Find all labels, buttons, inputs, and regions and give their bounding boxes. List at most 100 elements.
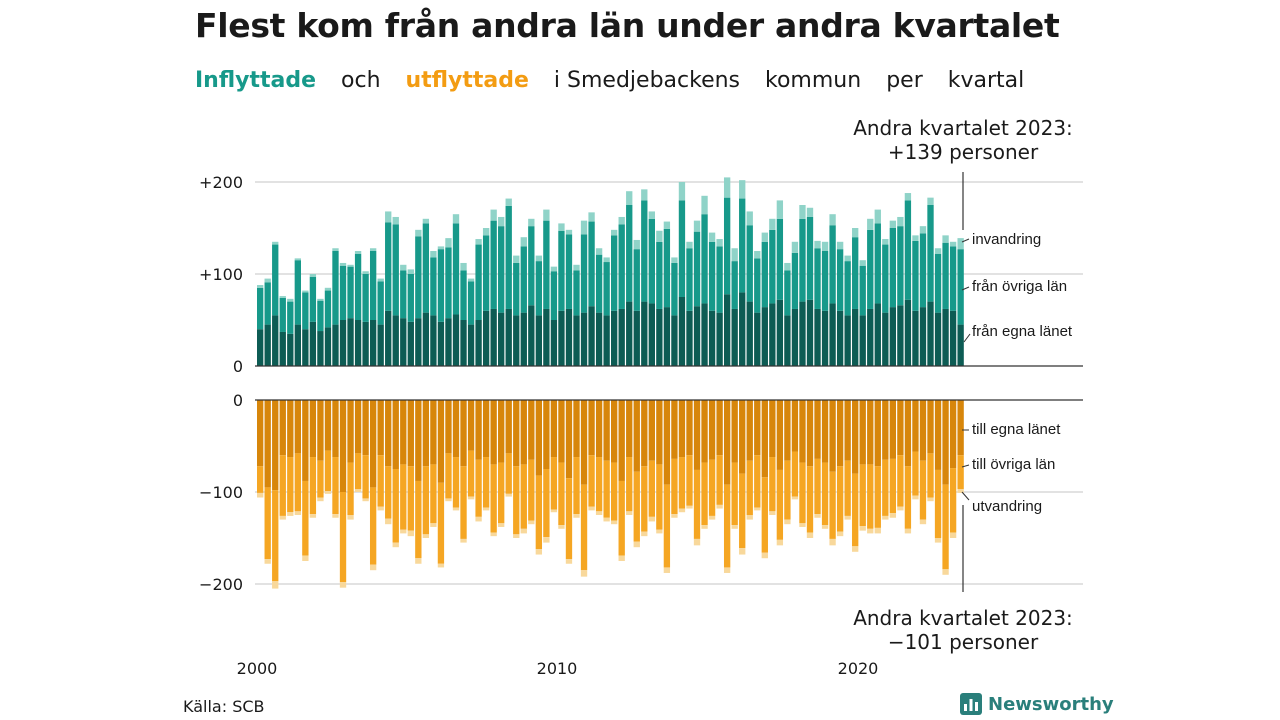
outflow-bar-segment bbox=[535, 400, 543, 476]
inflow-bar-segment bbox=[791, 252, 799, 309]
outflow-bar-segment bbox=[385, 466, 392, 519]
outflow-bar-segment bbox=[573, 457, 580, 515]
outflow-bar-segment bbox=[806, 400, 814, 467]
outflow-bar-segment bbox=[912, 400, 919, 452]
outflow-bar-segment bbox=[693, 400, 701, 470]
brand-name: Newsworthy bbox=[988, 693, 1114, 715]
inflow-bar-segment bbox=[543, 209, 550, 221]
inflow-bar-segment bbox=[272, 241, 279, 245]
outflow-bar-segment bbox=[287, 512, 294, 516]
outflow-bar-segment bbox=[377, 455, 384, 507]
inflow-bar-segment bbox=[475, 244, 482, 320]
outflow-bar-segment bbox=[611, 462, 618, 521]
outflow-bar-segment bbox=[708, 400, 716, 460]
outflow-bar-segment bbox=[309, 514, 317, 518]
outflow-bar-segment bbox=[347, 400, 354, 463]
outflow-bar-segment bbox=[716, 400, 723, 456]
x-tick-label: 2010 bbox=[537, 659, 578, 678]
outflow-bar-segment bbox=[942, 484, 949, 570]
outflow-bar-segment bbox=[678, 400, 686, 458]
outflow-bar-segment bbox=[693, 538, 701, 546]
inflow-bar-segment bbox=[392, 224, 399, 316]
outflow-bar-segment bbox=[641, 531, 648, 537]
inflow-bar-segment bbox=[392, 216, 399, 225]
latest-outflow-note: Andra kvartalet 2023: −101 personer bbox=[840, 606, 1086, 654]
inflow-bar-segment bbox=[377, 278, 384, 282]
outflow-bar-segment bbox=[452, 507, 460, 511]
inflow-bar-segment bbox=[874, 303, 881, 366]
outflow-bar-segment bbox=[746, 515, 753, 520]
y-tick-label: +200 bbox=[199, 173, 243, 192]
outflow-bar-segment bbox=[257, 400, 264, 467]
inflow-bar-segment bbox=[633, 249, 640, 311]
outflow-bar-segment bbox=[324, 491, 332, 494]
inflow-bar-segment bbox=[821, 310, 829, 366]
outflow-bar-segment bbox=[859, 400, 866, 465]
outflow-bar-segment bbox=[656, 529, 663, 534]
outflow-bar-segment bbox=[302, 400, 309, 481]
inflow-bar-segment bbox=[490, 209, 497, 221]
inflow-bar-segment bbox=[520, 312, 527, 366]
subtitle-och: och bbox=[341, 68, 381, 93]
outflow-bar-segment bbox=[520, 400, 527, 465]
outflow-bar-segment bbox=[513, 534, 520, 538]
inflow-bar-segment bbox=[257, 329, 264, 366]
inflow-bar-segment bbox=[294, 324, 301, 366]
inflow-bar-segment bbox=[309, 274, 317, 277]
inflow-bar-segment bbox=[407, 269, 414, 274]
outflow-bar-segment bbox=[339, 400, 347, 492]
series-label-leader bbox=[961, 238, 970, 243]
inflow-bar-segment bbox=[588, 306, 595, 366]
inflow-bar-segment bbox=[769, 218, 776, 230]
inflow-bar-segment bbox=[919, 226, 927, 234]
outflow-bar-segment bbox=[934, 469, 942, 538]
inflow-bar-segment bbox=[317, 300, 324, 332]
inflow-bar-segment bbox=[467, 324, 475, 366]
outflow-bar-segment bbox=[294, 453, 301, 512]
outflow-bar-segment bbox=[754, 507, 761, 511]
subtitle-outflow: utflyttade bbox=[405, 68, 529, 93]
outflow-bar-segment bbox=[874, 400, 881, 467]
outflow-bar-segment bbox=[407, 466, 414, 531]
inflow-bar-segment bbox=[942, 235, 949, 243]
inflow-bar-segment bbox=[302, 329, 309, 366]
inflow-bar-segment bbox=[806, 207, 814, 217]
outflow-bar-segment bbox=[369, 400, 377, 488]
outflow-bar-segment bbox=[580, 570, 588, 577]
inflow-bar-segment bbox=[482, 310, 490, 366]
inflow-bar-segment bbox=[754, 312, 761, 366]
inflow-bar-segment bbox=[580, 312, 588, 366]
inflow-bar-segment bbox=[498, 312, 505, 366]
inflow-bar-segment bbox=[611, 310, 618, 366]
outflow-bar-segment bbox=[573, 514, 580, 518]
outflow-bar-segment bbox=[739, 400, 746, 474]
inflow-bar-segment bbox=[400, 264, 407, 271]
outflow-bar-segment bbox=[874, 466, 881, 528]
inflow-bar-segment bbox=[814, 248, 821, 309]
inflow-bar-segment bbox=[475, 239, 482, 245]
inflow-bar-segment bbox=[949, 310, 957, 366]
outflow-bar-segment bbox=[580, 484, 588, 571]
inflow-bar-segment bbox=[904, 299, 912, 366]
inflow-bar-segment bbox=[799, 218, 806, 302]
inflow-bar-segment bbox=[949, 246, 957, 311]
outflow-bar-segment bbox=[731, 525, 738, 529]
outflow-bar-segment bbox=[565, 478, 573, 560]
outflow-bar-segment bbox=[626, 457, 633, 512]
inflow-bar-segment bbox=[580, 220, 588, 235]
outflow-bar-segment bbox=[422, 400, 430, 467]
inflow-bar-segment bbox=[354, 253, 362, 320]
outflow-bar-segment bbox=[671, 458, 678, 515]
outflow-bar-segment bbox=[565, 559, 573, 564]
inflow-bar-segment bbox=[565, 234, 573, 309]
inflow-bar-segment bbox=[874, 223, 881, 304]
inflow-bar-segment bbox=[430, 251, 437, 258]
outflow-bar-segment bbox=[806, 532, 814, 538]
outflow-bar-segment bbox=[385, 518, 392, 525]
outflow-bar-segment bbox=[565, 400, 573, 479]
inflow-bar-segment bbox=[302, 290, 309, 293]
inflow-bar-segment bbox=[520, 246, 527, 313]
inflow-bar-segment bbox=[505, 308, 512, 366]
inflow-bar-segment bbox=[460, 270, 467, 320]
outflow-bar-segment bbox=[784, 460, 791, 520]
